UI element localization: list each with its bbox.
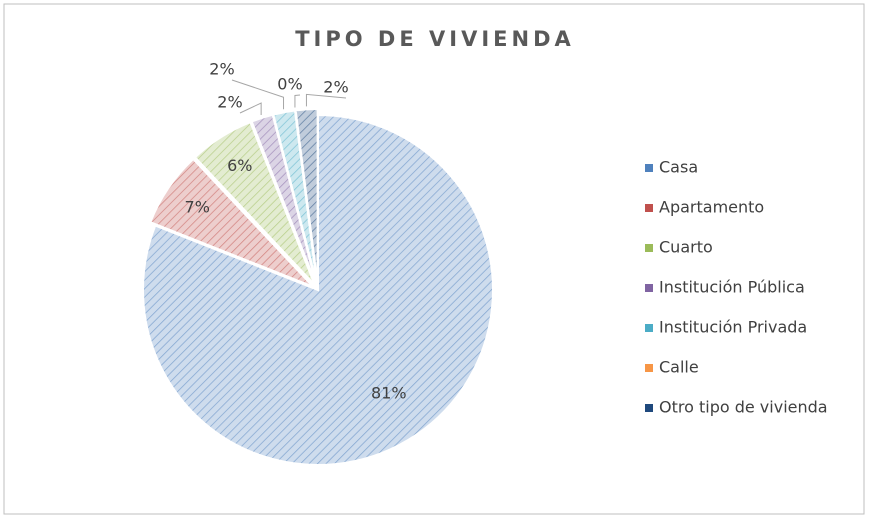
chart-title: TIPO DE VIVIENDA <box>295 27 575 51</box>
data-label: 0% <box>277 75 302 94</box>
legend-swatch <box>645 404 653 412</box>
legend-label: Institución Privada <box>659 318 807 337</box>
leader-line <box>294 94 301 108</box>
legend-label: Apartamento <box>659 198 764 217</box>
pie-slice <box>142 113 494 466</box>
legend-swatch <box>645 364 653 372</box>
legend-swatch <box>645 324 653 332</box>
legend-label: Casa <box>659 158 698 177</box>
legend-label: Calle <box>659 358 699 377</box>
leader-line <box>305 93 347 107</box>
legend-swatch <box>645 204 653 212</box>
data-label: 81% <box>371 384 407 403</box>
pie-slice <box>294 108 319 285</box>
legend-label: Cuarto <box>659 238 713 257</box>
data-label: 2% <box>217 93 242 112</box>
legend-swatch <box>645 284 653 292</box>
data-label: 2% <box>209 60 234 79</box>
pie-slice <box>193 120 316 286</box>
legend-label: Institución Pública <box>659 278 805 297</box>
leader-line <box>239 102 262 116</box>
legend-swatch <box>645 164 653 172</box>
data-label: 7% <box>185 197 210 216</box>
legend-label: Otro tipo de vivienda <box>659 398 828 417</box>
legend-swatch <box>645 244 653 252</box>
data-label: 2% <box>323 78 348 97</box>
leader-line <box>231 79 285 110</box>
pie-slice <box>149 157 314 288</box>
data-label: 6% <box>227 156 252 175</box>
